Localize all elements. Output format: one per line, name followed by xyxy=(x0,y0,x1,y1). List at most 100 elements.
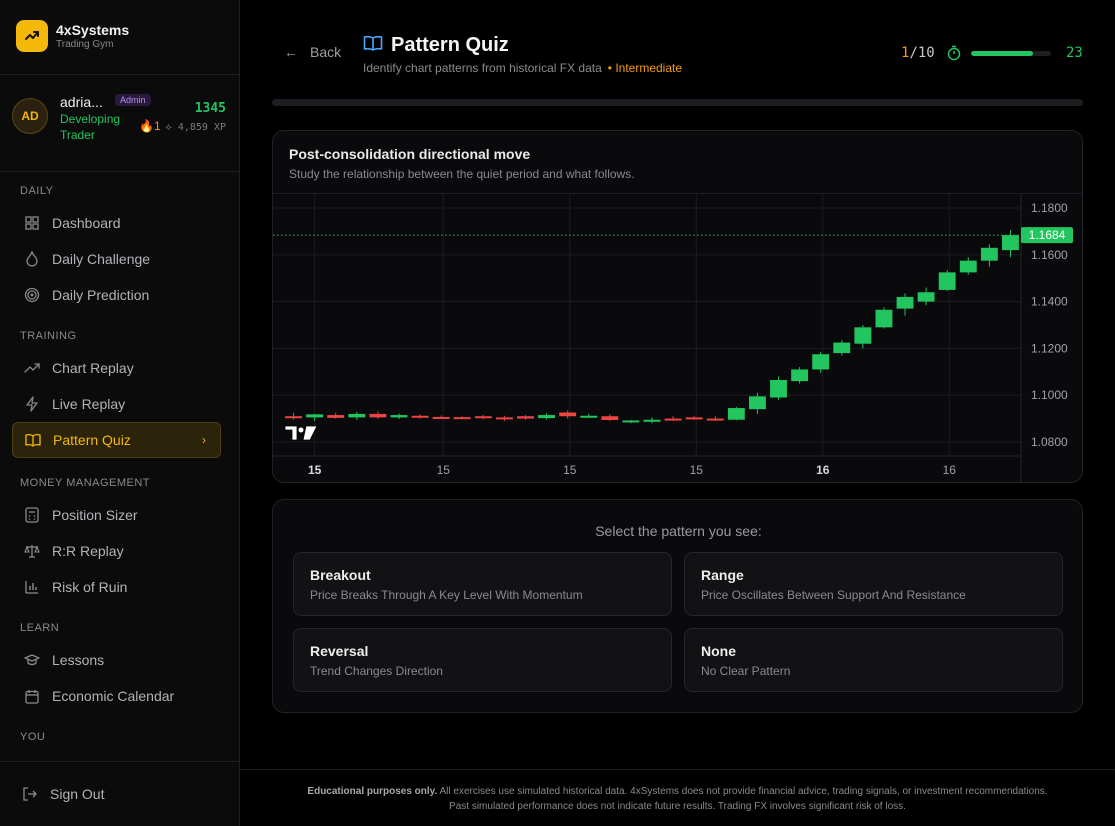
candle xyxy=(896,293,914,316)
chart-subtitle: Study the relationship between the quiet… xyxy=(289,167,635,181)
book-icon xyxy=(24,431,42,449)
calculator-icon xyxy=(23,506,41,524)
sidebar-item-pattern-quiz[interactable]: Pattern Quiz › xyxy=(12,422,221,458)
sidebar-item-live-replay[interactable]: Live Replay xyxy=(12,386,221,422)
sidebar-item-label: Economic Calendar xyxy=(52,688,175,704)
page-subtitle-text: Identify chart patterns from historical … xyxy=(363,61,602,75)
candle xyxy=(538,413,556,420)
option-reversal[interactable]: Reversal Trend Changes Direction xyxy=(293,628,672,692)
timer-fill xyxy=(971,51,1033,56)
candle xyxy=(770,376,787,400)
divider xyxy=(0,74,239,75)
sidebar-item-economic-calendar[interactable]: Economic Calendar xyxy=(12,678,221,714)
user-profile[interactable]: AD adria... Admin Developing Trader 1345… xyxy=(12,92,228,144)
sign-out-button[interactable]: Sign Out xyxy=(10,776,219,812)
candlestick-chart[interactable]: 1.1800 1.1600 1.1400 1.1200 1.1000 1.0800 15 15… xyxy=(273,194,1083,483)
sidebar-item-daily-challenge[interactable]: Daily Challenge xyxy=(12,241,221,277)
candle-body xyxy=(727,408,745,420)
candle-body xyxy=(580,415,598,418)
candle-body xyxy=(601,416,619,420)
sidebar-item-position-sizer[interactable]: Position Sizer xyxy=(12,497,221,533)
tradingview-logo xyxy=(284,425,318,441)
candle-body xyxy=(306,414,324,418)
x-tick-label: 16 xyxy=(943,463,957,477)
candle-body xyxy=(812,354,830,370)
candle xyxy=(917,287,935,306)
page-header: Pattern Quiz Identify chart patterns fro… xyxy=(363,34,682,75)
sign-out-label: Sign Out xyxy=(50,786,105,802)
quiz-card: Select the pattern you see: Breakout Pri… xyxy=(272,499,1083,713)
diamond-icon: ⟡ xyxy=(165,122,178,133)
sidebar-item-label: Risk of Ruin xyxy=(52,579,128,595)
disclaimer-text: All exercises use simulated historical d… xyxy=(437,786,1048,812)
chart-title: Post-consolidation directional move xyxy=(289,146,531,162)
scale-icon xyxy=(23,542,41,560)
candle-body xyxy=(474,416,492,419)
x-tick-label: 16 xyxy=(816,463,830,477)
candle-body xyxy=(517,416,534,419)
candle xyxy=(622,419,640,424)
x-tick-label: 15 xyxy=(690,463,704,477)
y-tick-label: 1.1000 xyxy=(1031,388,1068,402)
candle-body xyxy=(685,417,703,420)
candle xyxy=(706,416,724,421)
candle-body xyxy=(285,416,302,419)
sidebar-item-label: Dashboard xyxy=(52,215,121,231)
page-title-text: Pattern Quiz xyxy=(391,34,509,56)
lightning-icon xyxy=(23,395,41,413)
quiz-prompt: Select the pattern you see: xyxy=(595,523,762,539)
book-icon xyxy=(363,34,383,57)
streak-count: 🔥1 xyxy=(139,119,161,133)
bar-chart-icon xyxy=(23,578,41,596)
candle xyxy=(580,413,598,418)
chart-card: Post-consolidation directional move Stud… xyxy=(272,130,1083,483)
x-tick-label: 15 xyxy=(308,463,322,477)
option-name: None xyxy=(701,643,736,659)
disclaimer: Educational purposes only. All exercises… xyxy=(300,784,1055,814)
brand[interactable]: 4xSystems Trading Gym xyxy=(16,20,129,52)
sidebar-item-chart-replay[interactable]: Chart Replay xyxy=(12,350,221,386)
candle xyxy=(1002,230,1019,258)
candle xyxy=(812,351,830,373)
candle-body xyxy=(411,415,429,418)
candle xyxy=(685,416,703,420)
candle xyxy=(559,410,577,419)
main-content: ← Back Pattern Quiz Identify chart patte… xyxy=(240,0,1115,826)
sidebar-item-label: Chart Replay xyxy=(52,360,134,376)
x-tick-label: 15 xyxy=(563,463,577,477)
sidebar-item-lessons[interactable]: Lessons xyxy=(12,642,221,678)
back-button[interactable]: ← Back xyxy=(284,44,341,60)
xp-value: 4,859 XP xyxy=(177,122,226,133)
candle-body xyxy=(432,416,450,419)
sidebar-item-rr-replay[interactable]: R:R Replay xyxy=(12,533,221,569)
trending-up-icon xyxy=(16,20,48,52)
option-breakout[interactable]: Breakout Price Breaks Through A Key Leve… xyxy=(293,552,672,616)
brand-subtitle: Trading Gym xyxy=(56,39,114,50)
candle xyxy=(748,392,766,414)
footer: Educational purposes only. All exercises… xyxy=(240,769,1115,826)
option-name: Range xyxy=(701,567,744,583)
question-progress: 1/10 xyxy=(901,45,935,61)
option-range[interactable]: Range Price Oscillates Between Support A… xyxy=(684,552,1063,616)
sidebar-item-label: Pattern Quiz xyxy=(53,432,131,448)
candle-body xyxy=(664,418,682,421)
candle xyxy=(727,406,745,421)
sidebar-item-daily-prediction[interactable]: Daily Prediction xyxy=(12,277,221,313)
stopwatch-icon xyxy=(947,45,961,66)
flame-icon: 🔥 xyxy=(139,119,154,133)
y-tick-label: 1.1800 xyxy=(1031,201,1068,215)
flame-icon xyxy=(23,250,41,268)
candle-body xyxy=(980,247,998,261)
candle-body xyxy=(453,417,471,420)
sidebar-item-risk-of-ruin[interactable]: Risk of Ruin xyxy=(12,569,221,605)
option-description: No Clear Pattern xyxy=(701,664,791,678)
option-none[interactable]: None No Clear Pattern xyxy=(684,628,1063,692)
sidebar-item-label: R:R Replay xyxy=(52,543,124,559)
sidebar: 4xSystems Trading Gym AD adria... Admin … xyxy=(0,0,240,826)
y-tick-label: 1.1600 xyxy=(1031,248,1068,262)
candle xyxy=(938,270,956,292)
sidebar-item-dashboard[interactable]: Dashboard xyxy=(12,205,221,241)
candle-body xyxy=(390,415,408,418)
chart-area[interactable]: 1.1800 1.1600 1.1400 1.1200 1.1000 1.0800 15 15… xyxy=(273,193,1083,483)
candle-body xyxy=(748,396,766,410)
